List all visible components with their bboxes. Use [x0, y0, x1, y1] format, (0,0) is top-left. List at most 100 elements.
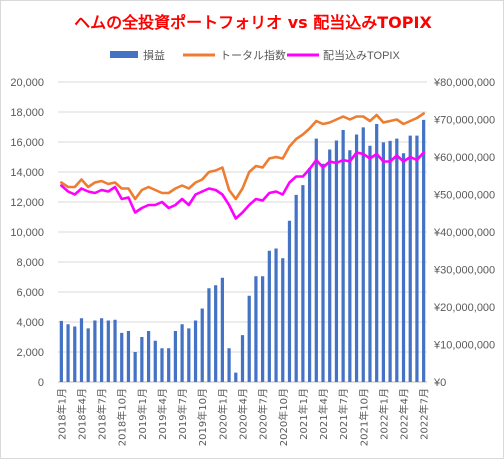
- right-axis-tick-label: ¥40,000,000: [433, 227, 495, 239]
- right-axis-tick-label: ¥80,000,000: [433, 77, 495, 89]
- x-axis-tick-label: 2022年1月: [377, 388, 390, 440]
- left-axis-tick-label: 4,000: [16, 317, 44, 329]
- bar: [120, 332, 124, 382]
- left-axis-tick-label: 14,000: [10, 167, 44, 179]
- x-axis-tick-label: 2018年1月: [55, 388, 68, 440]
- bar: [341, 130, 345, 382]
- right-axis-tick-label: ¥10,000,000: [433, 340, 495, 352]
- left-axis-tick-label: 6,000: [16, 287, 44, 299]
- bar: [274, 248, 278, 382]
- bar: [220, 277, 224, 382]
- bar: [86, 328, 90, 382]
- bar: [334, 140, 339, 382]
- x-axis-tick-label: 2020年10月: [277, 388, 290, 446]
- bar: [93, 320, 97, 382]
- left-axis-tick-label: 16,000: [10, 137, 44, 149]
- x-axis-tick-label: 2019年4月: [156, 388, 169, 440]
- bar: [106, 320, 110, 382]
- bar: [79, 318, 84, 382]
- x-axis-tick-label: 2019年10月: [196, 388, 209, 446]
- left-axis-tick-label: 2,000: [16, 347, 44, 359]
- bar: [408, 135, 412, 382]
- bar: [207, 288, 211, 382]
- chart-title: ヘムの全投資ポートフォリオ vs 配当込みTOPIX: [74, 13, 432, 32]
- bar: [234, 372, 238, 382]
- x-axis-tick-label: 2022年4月: [398, 388, 411, 440]
- bar: [261, 276, 265, 382]
- left-axis: 0 2,000 4,000 6,000 8,000 10,000 12,000 14,000 1…: [10, 77, 44, 389]
- bar: [193, 320, 198, 382]
- bar: [126, 331, 131, 382]
- x-axis-tick-label: 2021年10月: [357, 388, 370, 446]
- right-axis-tick-label: ¥0: [433, 377, 446, 389]
- bar: [180, 324, 184, 382]
- bar: [287, 220, 292, 382]
- bar: [133, 352, 137, 382]
- x-axis-tick-label: 2018年10月: [116, 388, 129, 446]
- x-axis-tick-label: 2020年1月: [216, 388, 229, 440]
- bar: [281, 258, 285, 382]
- bar: [328, 149, 332, 382]
- bar: [113, 319, 117, 382]
- right-axis-tick-label: ¥20,000,000: [433, 302, 495, 314]
- bar: [214, 285, 218, 382]
- bar: [301, 185, 305, 382]
- legend-label-bars: 損益: [143, 48, 165, 62]
- right-axis-tick-label: ¥50,000,000: [433, 190, 495, 202]
- bar: [99, 318, 104, 382]
- bar: [167, 348, 171, 382]
- x-axis-tick-label: 2020年4月: [237, 388, 250, 440]
- left-axis-tick-label: 8,000: [16, 257, 44, 269]
- bar: [354, 134, 359, 382]
- left-axis-tick-label: 18,000: [10, 107, 44, 119]
- dividend-topix-line: [60, 151, 425, 220]
- bar: [267, 250, 271, 382]
- legend-label-total-index: トータル指数: [220, 48, 286, 62]
- right-axis-tick-label: ¥60,000,000: [433, 152, 495, 164]
- bar: [254, 276, 258, 382]
- line-series: [60, 112, 425, 220]
- bar: [73, 326, 77, 382]
- left-axis-tick-label: 20,000: [10, 77, 44, 89]
- right-axis-tick-label: ¥30,000,000: [433, 265, 495, 277]
- x-axis-tick-label: 2019年1月: [136, 388, 149, 440]
- bar: [173, 331, 178, 382]
- legend-label-dividend-topix: 配当込みTOPIX: [323, 48, 400, 62]
- bar: [381, 142, 386, 382]
- bar: [247, 295, 251, 382]
- legend-swatch-bars: [110, 51, 138, 58]
- bar: [388, 140, 392, 382]
- bar: [401, 153, 406, 382]
- bar: [146, 331, 151, 382]
- legend: 損益 トータル指数 配当込みTOPIX: [110, 48, 400, 62]
- bar: [153, 340, 157, 382]
- bar: [240, 335, 245, 382]
- bar: [321, 163, 325, 382]
- bar-series: [59, 119, 426, 382]
- bar: [422, 119, 426, 382]
- x-axis: 2018年1月 2018年4月 2018年7月 2018年10月 2019年1月 2019…: [55, 388, 430, 446]
- bar: [140, 337, 144, 382]
- bar: [375, 124, 379, 382]
- bar: [160, 348, 164, 382]
- x-axis-tick-label: 2021年1月: [297, 388, 310, 440]
- bar: [395, 138, 399, 382]
- x-axis-tick-label: 2021年7月: [337, 388, 350, 440]
- right-axis: ¥0 ¥10,000,000 ¥20,000,000 ¥30,000,000 ¥40,0…: [433, 77, 495, 389]
- total-index-line: [60, 112, 425, 201]
- bar: [307, 167, 312, 382]
- x-axis-tick-label: 2018年7月: [96, 388, 109, 440]
- x-axis-tick-label: 2022年7月: [418, 388, 431, 440]
- x-axis-tick-label: 2021年4月: [317, 388, 330, 440]
- x-axis-tick-label: 2019年7月: [176, 388, 189, 440]
- left-axis-tick-label: 0: [38, 377, 44, 389]
- x-axis-tick-label: 2020年7月: [257, 388, 270, 440]
- bar: [187, 328, 191, 382]
- bar: [361, 127, 365, 382]
- bar: [368, 145, 372, 382]
- bar: [348, 150, 352, 382]
- bar: [66, 324, 70, 382]
- bar: [314, 138, 318, 382]
